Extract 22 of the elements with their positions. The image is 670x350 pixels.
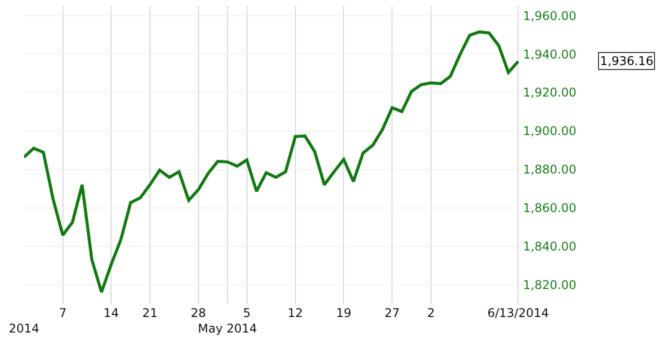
- y-tick-label: 1,840.00: [523, 240, 576, 254]
- x-tick-label: 12: [288, 306, 303, 320]
- x-tick-label: 6/13/2014: [487, 306, 549, 320]
- y-tick-label: 1,820.00: [523, 278, 576, 292]
- y-tick-label: 1,860.00: [523, 201, 576, 216]
- x-tick-label: 19: [336, 306, 352, 320]
- y-tick-label: 1,880.00: [523, 162, 576, 177]
- x-tick-label: 14: [104, 306, 119, 320]
- x-tick-label: 7: [58, 306, 67, 320]
- y-tick-label: 1,920.00: [523, 86, 576, 100]
- x-tick-label: 27: [384, 306, 400, 320]
- x-tick-label: 21: [142, 306, 158, 320]
- x-tick-label: 5: [243, 306, 251, 320]
- text: 1,936.16: [600, 54, 654, 68]
- x-tick-label: 28: [190, 306, 206, 320]
- x-tick-label: 2014: [8, 322, 40, 336]
- y-tick-label: 1,900.00: [523, 124, 576, 138]
- x-tick-label: May 2014: [198, 322, 258, 336]
- line-series: [24, 30, 520, 294]
- y-tick-label: 1,960.00: [523, 8, 576, 23]
- y-tick-label: 1,940.00: [523, 47, 576, 62]
- x-tick-label: 2: [427, 306, 435, 320]
